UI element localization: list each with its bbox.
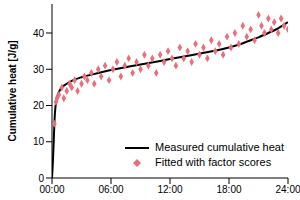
svg-text:24:00: 24:00 — [275, 184, 292, 195]
svg-text:Cumulative heat [J/g]: Cumulative heat [J/g] — [8, 40, 18, 141]
svg-text:18:00: 18:00 — [216, 184, 241, 195]
svg-text:12:00: 12:00 — [157, 184, 182, 195]
html-text:Measured cumulative heat: Measured cumulative heat — [155, 141, 284, 153]
svg-text:20: 20 — [33, 100, 45, 111]
svg-text:06:00: 06:00 — [98, 184, 123, 195]
svg-text:40: 40 — [33, 28, 45, 39]
html-text:Fitted with factor scores: Fitted with factor scores — [155, 156, 272, 168]
svg-text:0: 0 — [38, 173, 44, 184]
svg-text:00:00: 00:00 — [39, 184, 64, 195]
svg-text:10: 10 — [33, 136, 45, 147]
svg-text:30: 30 — [33, 64, 45, 75]
